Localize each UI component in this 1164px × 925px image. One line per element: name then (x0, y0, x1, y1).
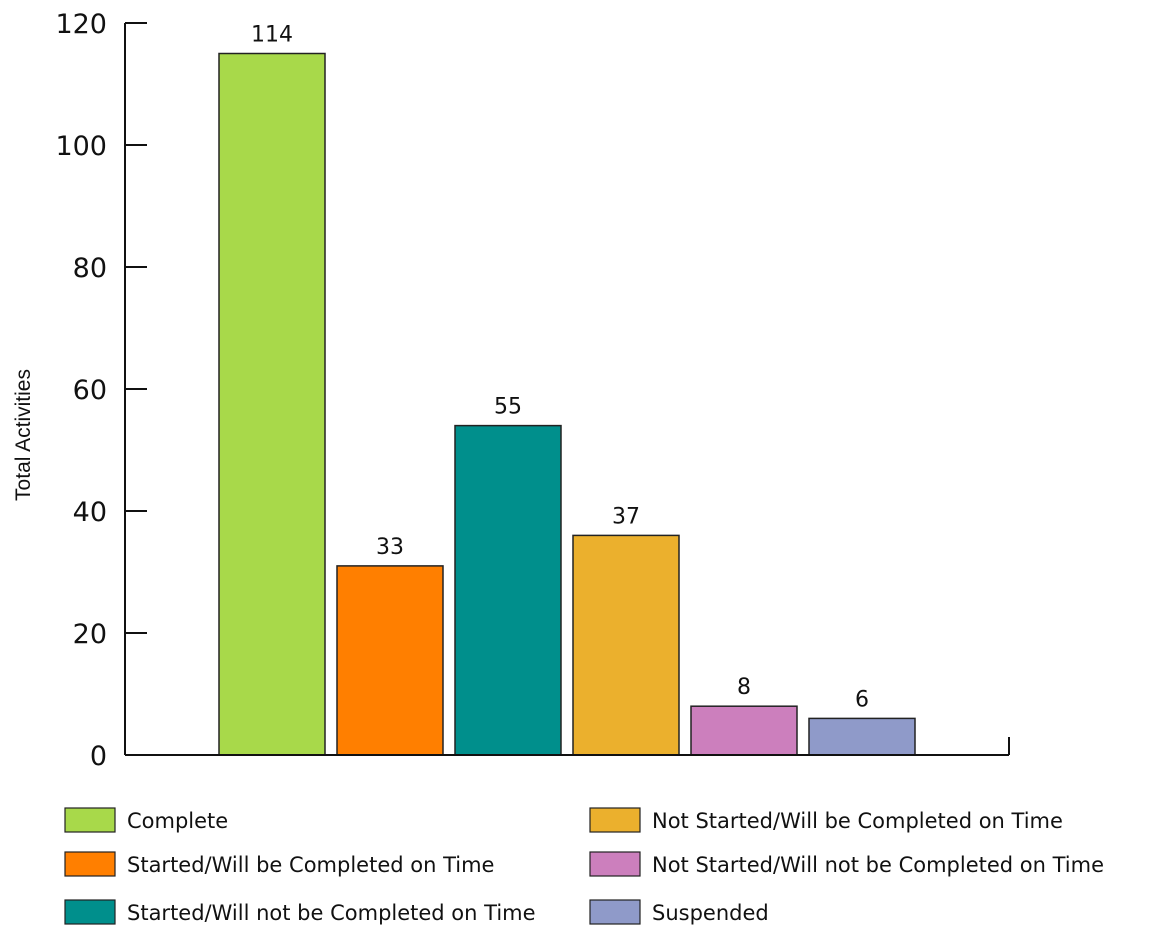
y-axis-ticks: 0 20 40 60 80 100 120 (55, 9, 147, 772)
legend: Complete Started/Will be Completed on Tim… (64, 807, 1104, 925)
legend-label: Not Started/Will not be Completed on Tim… (652, 853, 1104, 877)
bar-value-label: 33 (376, 535, 404, 560)
bar (690, 705, 798, 756)
bar (454, 424, 562, 756)
legend-item: Not Started/Will not be Completed on Tim… (589, 851, 1104, 877)
legend-swatch (589, 851, 641, 877)
bar-value-label: 6 (855, 687, 869, 712)
data-labels: 114 33 55 37 8 6 (251, 23, 869, 713)
legend-label: Started/Will be Completed on Time (127, 853, 494, 877)
legend-label: Complete (127, 809, 228, 833)
y-tick-label: 120 (55, 9, 107, 40)
legend-item: Started/Will not be Completed on Time (64, 899, 536, 925)
y-tick-label: 60 (73, 375, 107, 406)
legend-swatch (589, 807, 641, 833)
y-tick-label: 80 (73, 253, 107, 284)
legend-swatch (589, 899, 641, 925)
y-axis-title: Total Activities (12, 369, 35, 501)
bar (572, 534, 680, 756)
legend-swatch (64, 851, 116, 877)
legend-label: Started/Will not be Completed on Time (127, 901, 536, 925)
legend-item: Complete (64, 807, 228, 833)
axes (124, 23, 1010, 756)
bar (808, 717, 916, 756)
bar-value-label: 37 (612, 504, 640, 529)
legend-swatch (64, 899, 116, 925)
bar-value-label: 55 (494, 395, 522, 420)
y-tick-label: 0 (90, 741, 107, 772)
y-tick-label: 20 (73, 619, 107, 650)
bar (336, 565, 444, 756)
y-tick-label: 40 (73, 497, 107, 528)
legend-item: Suspended (589, 899, 769, 925)
legend-item: Not Started/Will be Completed on Time (589, 807, 1063, 833)
legend-label: Suspended (652, 901, 769, 925)
y-tick-label: 100 (55, 131, 107, 162)
legend-swatch (64, 807, 116, 833)
bar-value-label: 8 (737, 675, 751, 700)
legend-item: Started/Will be Completed on Time (64, 851, 494, 877)
legend-label: Not Started/Will be Completed on Time (652, 809, 1063, 833)
bar-value-label: 114 (251, 23, 293, 48)
bars (218, 52, 916, 756)
bar (218, 52, 326, 756)
